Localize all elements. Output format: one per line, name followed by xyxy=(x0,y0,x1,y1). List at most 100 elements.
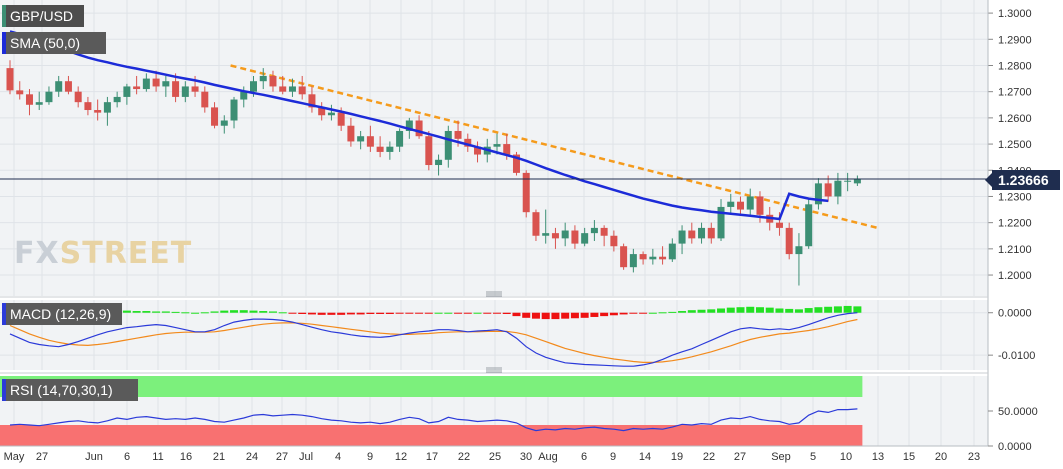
candle-body xyxy=(308,94,316,108)
x-tick-label: Sep xyxy=(771,451,791,463)
macd-line xyxy=(9,312,858,367)
candle-body xyxy=(201,91,209,108)
macd-histogram-bar xyxy=(473,312,482,314)
candle-body xyxy=(162,81,170,87)
candle-body xyxy=(152,78,160,87)
macd-histogram-bar xyxy=(152,311,161,313)
rsi-oversold-band xyxy=(0,425,863,446)
candle-body xyxy=(6,68,14,91)
macd-histogram-bar xyxy=(278,312,287,314)
x-tick-label: 6 xyxy=(124,451,130,463)
candle-body xyxy=(844,180,852,182)
candle-body xyxy=(240,91,248,100)
macd-tick-label: -0.0100 xyxy=(998,350,1035,362)
candle-body xyxy=(659,256,667,260)
price-label-text: GBP/USD xyxy=(10,8,74,24)
macd-histogram-bar xyxy=(181,312,190,314)
macd-histogram-bar xyxy=(220,310,229,313)
candle-body xyxy=(688,230,696,239)
macd-histogram-bar xyxy=(570,312,579,319)
macd-histogram-bar xyxy=(230,310,239,313)
macd-histogram-bar xyxy=(726,307,735,313)
series-color-chip xyxy=(2,5,6,27)
last-price-tag: 1.23666 xyxy=(985,170,1060,190)
candle-body xyxy=(64,81,72,92)
macd-label-text: MACD (12,26,9) xyxy=(10,306,112,322)
candle-body xyxy=(737,201,744,210)
candle-body xyxy=(785,227,793,255)
sma-color-chip xyxy=(2,32,6,54)
candle-body xyxy=(805,204,813,247)
candle-body xyxy=(814,183,822,205)
macd-histogram-bar xyxy=(376,312,385,314)
candle-body xyxy=(542,233,550,236)
candle-body xyxy=(298,86,306,95)
macd-histogram-bar xyxy=(502,312,511,314)
x-tick-label: 16 xyxy=(180,451,192,463)
x-tick-label: 5 xyxy=(810,451,816,463)
candle-body xyxy=(415,120,423,137)
candle-body xyxy=(357,136,365,142)
candle-body xyxy=(775,222,783,228)
x-tick-label: 27 xyxy=(36,451,48,463)
macd-histogram-bar xyxy=(648,312,657,314)
rsi-line xyxy=(9,408,858,432)
macd-histogram-bar xyxy=(794,309,803,313)
x-tick-label: 24 xyxy=(246,451,258,463)
candle-body xyxy=(444,130,452,160)
logo-street: STREET xyxy=(59,236,193,271)
candle-body xyxy=(464,138,472,147)
candle-body xyxy=(571,230,579,244)
x-tick-label: 15 xyxy=(903,451,915,463)
x-tick-label: 12 xyxy=(395,451,407,463)
macd-histogram-bar xyxy=(424,312,433,314)
macd-histogram-bar xyxy=(707,309,716,313)
macd-histogram-bar xyxy=(717,308,726,313)
candle-body xyxy=(133,86,141,90)
macd-histogram-bar xyxy=(200,312,209,314)
x-tick-label: 27 xyxy=(276,451,288,463)
rsi-overbought-band xyxy=(0,376,863,397)
macd-histogram-bar xyxy=(814,307,823,313)
macd-histogram-bar xyxy=(307,312,316,315)
candle-body xyxy=(259,75,267,82)
macd-histogram-bar xyxy=(668,311,677,313)
candle-body xyxy=(668,243,676,260)
candle-body xyxy=(123,86,131,97)
macd-histogram-bar xyxy=(288,312,297,314)
price-tick-label: 1.2200 xyxy=(998,218,1032,230)
candle-body xyxy=(834,180,842,197)
macd-histogram-bar xyxy=(765,307,774,313)
rsi-tick-label: 0.0000 xyxy=(998,441,1032,453)
macd-histogram-bar xyxy=(405,312,414,314)
x-tick-label: Jul xyxy=(299,451,313,463)
candle-body xyxy=(35,102,43,105)
candle-body xyxy=(405,120,413,131)
candle-body xyxy=(376,146,384,152)
candle-body xyxy=(454,130,462,139)
price-tick-label: 1.2600 xyxy=(998,113,1032,125)
logo-fx: FX xyxy=(14,236,60,271)
x-tick-label: 22 xyxy=(458,451,470,463)
candle-body xyxy=(55,81,63,92)
macd-histogram-bar xyxy=(191,312,200,314)
rsi-color-chip xyxy=(2,379,6,401)
candle-body xyxy=(396,130,404,147)
macd-histogram-bar xyxy=(746,306,755,313)
candle-body xyxy=(590,227,598,234)
candle-body xyxy=(649,256,657,260)
x-tick-label: 6 xyxy=(581,451,587,463)
candle-body xyxy=(824,183,832,197)
rsi-label-text: RSI (14,70,30,1) xyxy=(10,382,113,398)
x-tick-label: 25 xyxy=(489,451,501,463)
trendline xyxy=(230,64,878,230)
candle-body xyxy=(503,144,511,155)
candle-body xyxy=(493,144,501,147)
x-tick-label: Aug xyxy=(538,451,558,463)
x-tick-label: 21 xyxy=(213,451,225,463)
price-series-label: GBP/USD xyxy=(2,5,84,27)
macd-signal-line xyxy=(9,318,858,363)
price-tick-label: 1.2100 xyxy=(998,244,1032,256)
candle-body xyxy=(561,230,569,239)
